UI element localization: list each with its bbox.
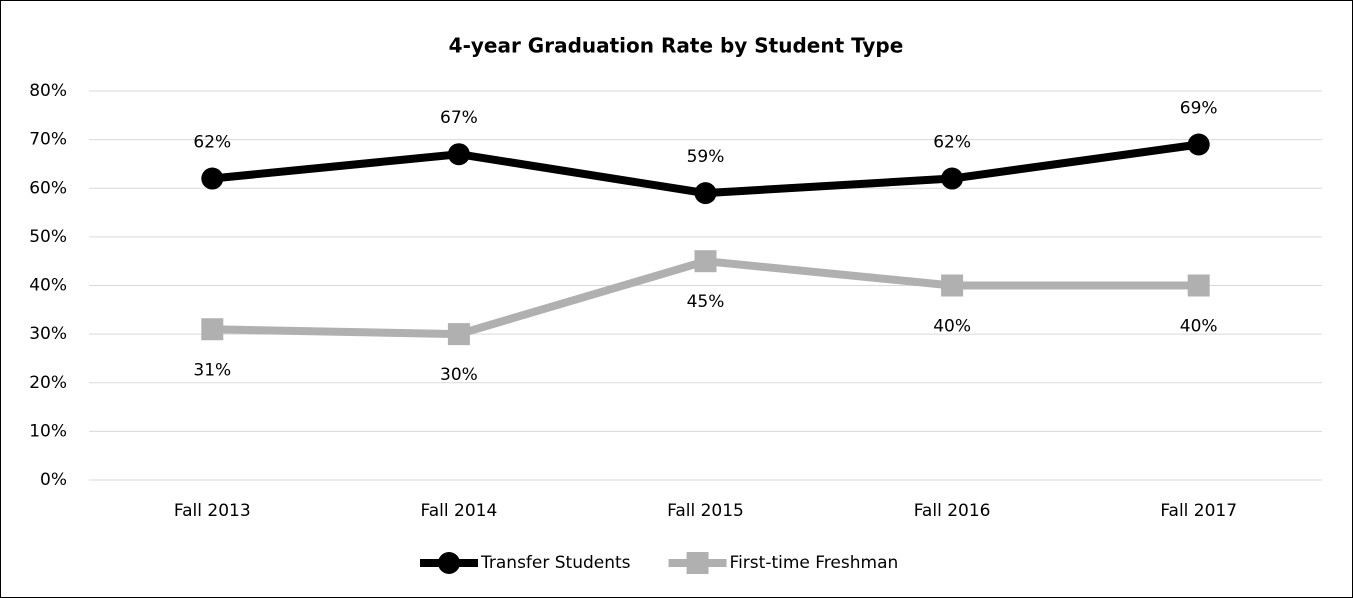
x-tick-label: Fall 2016 (914, 501, 991, 521)
data-label: 45% (687, 292, 725, 312)
legend-label: Transfer Students (480, 553, 631, 573)
y-tick-label: 20% (29, 373, 67, 393)
marker (941, 274, 964, 297)
marker (1187, 274, 1210, 297)
marker (694, 250, 717, 273)
data-label: 31% (193, 360, 231, 380)
legend-marker (438, 552, 460, 574)
marker (1187, 133, 1210, 156)
marker (941, 167, 964, 190)
data-label: 69% (1180, 98, 1218, 118)
data-label: 62% (193, 133, 231, 153)
data-label: 40% (1180, 317, 1218, 337)
marker (201, 167, 224, 190)
y-tick-label: 80% (29, 81, 67, 101)
y-tick-label: 30% (29, 324, 67, 344)
data-label: 62% (933, 133, 971, 153)
data-label: 40% (933, 317, 971, 337)
y-tick-label: 10% (29, 421, 67, 441)
data-label: 67% (440, 108, 478, 128)
marker (447, 143, 470, 166)
y-tick-label: 70% (29, 130, 67, 150)
marker (694, 182, 717, 205)
x-tick-label: Fall 2013 (174, 501, 251, 521)
marker (201, 318, 224, 341)
data-label: 59% (687, 147, 725, 167)
y-tick-label: 0% (40, 470, 67, 490)
legend-marker (686, 552, 709, 574)
data-label: 30% (440, 365, 478, 385)
chart-title: 4-year Graduation Rate by Student Type (449, 34, 904, 58)
x-tick-label: Fall 2014 (421, 501, 498, 521)
marker (447, 323, 470, 346)
y-tick-label: 60% (29, 178, 67, 198)
x-tick-label: Fall 2015 (667, 501, 744, 521)
y-tick-label: 50% (29, 227, 67, 247)
legend-label: First-time Freshman (730, 553, 899, 573)
x-tick-label: Fall 2017 (1160, 501, 1237, 521)
y-tick-label: 40% (29, 276, 67, 296)
